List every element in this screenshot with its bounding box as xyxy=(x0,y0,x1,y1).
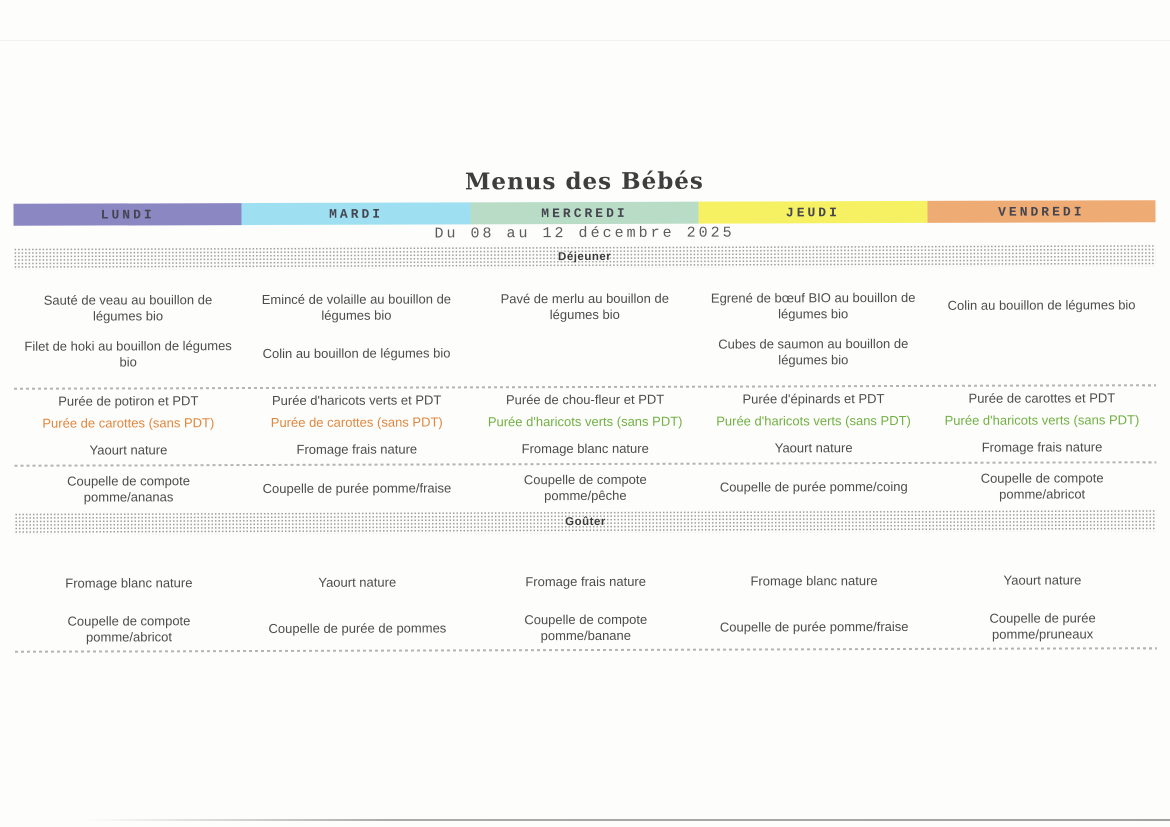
section-band-gouter: Goûter xyxy=(14,509,1157,535)
menu-item: Coupelle de purée pomme/pruneaux xyxy=(989,610,1096,642)
menu-item: Coupelle de purée pomme/fraise xyxy=(719,618,909,635)
gouter-dairy-cell-lundi: Fromage blanc nature xyxy=(15,571,243,596)
menu-item: Coupelle de compote pomme/ananas xyxy=(67,472,190,505)
mains-cell-mercredi: Pavé de merlu au bouillon de légumes bio xyxy=(471,284,700,385)
purees-cell-jeudi: Purée d'épinards et PDT Purée d'haricots… xyxy=(699,388,928,435)
menu-item: Coupelle de compote pomme/abricot xyxy=(67,612,191,645)
gouter-dessert-cell-lundi: Coupelle de compote pomme/abricot xyxy=(15,607,244,652)
dejeuner-dairy-row: Yaourt nature Fromage frais nature Froma… xyxy=(14,435,1156,463)
menu-item: Purée de chou-fleur et PDT xyxy=(505,391,665,408)
menu-item: Purée de carottes et PDT xyxy=(968,390,1116,406)
menu-item: Yaourt nature xyxy=(774,440,853,456)
gouter-dessert-cell-mercredi: Coupelle de compote pomme/banane xyxy=(472,606,701,651)
menu-item: Fromage blanc nature xyxy=(65,575,193,591)
gouter-dairy-cell-vendredi: Yaourt nature xyxy=(928,568,1156,593)
menu-item: Purée d'haricots verts et PDT xyxy=(271,392,442,408)
menu-item: Colin au bouillon de légumes bio xyxy=(262,345,451,361)
purees-cell-lundi: Purée de potiron et PDT Purée de carotte… xyxy=(14,390,243,437)
purees-cell-vendredi: Purée de carottes et PDT Purée d'haricot… xyxy=(928,387,1157,434)
gouter-dessert-cell-mardi: Coupelle de purée de pommes xyxy=(243,606,472,651)
menu-item: Coupelle de purée pomme/fraise xyxy=(262,480,452,496)
scan-artifact-line xyxy=(85,819,1170,821)
gouter-dairy-cell-mercredi: Fromage frais nature xyxy=(471,570,699,595)
dejeuner-mains-row: Sauté de veau au bouillon de légumes bio… xyxy=(14,282,1156,386)
dairy-cell-jeudi: Yaourt nature xyxy=(699,436,927,461)
page-title: Menus des Bébés xyxy=(464,167,704,196)
menu-item: Purée d'épinards et PDT xyxy=(742,390,885,407)
dairy-cell-vendredi: Fromage frais nature xyxy=(928,435,1156,460)
dessert-cell-lundi: Coupelle de compote pomme/ananas xyxy=(14,467,243,512)
gouter-dessert-row: Coupelle de compote pomme/abricot Coupel… xyxy=(15,604,1157,652)
dessert-cell-mercredi: Coupelle de compote pomme/pêche xyxy=(471,466,700,511)
menu-item: Filet de hoki au bouillon de légumes bio xyxy=(24,337,232,370)
dairy-cell-mardi: Fromage frais nature xyxy=(243,437,471,462)
section-band-dejeuner: Déjeuner xyxy=(13,244,1156,270)
menu-item: Sauté de veau au bouillon de légumes bio xyxy=(43,291,213,324)
gouter-dairy-cell-jeudi: Fromage blanc nature xyxy=(700,569,928,594)
gouter-dairy-row: Fromage blanc nature Yaourt nature Froma… xyxy=(15,568,1157,596)
menu-item: Purée de potiron et PDT xyxy=(58,393,199,409)
dejeuner-purees-row: Purée de potiron et PDT Purée de carotte… xyxy=(14,387,1156,437)
gouter-dessert-cell-vendredi: Coupelle de purée pomme/pruneaux xyxy=(928,604,1157,649)
menu-item: Yaourt nature xyxy=(318,574,397,590)
gouter-dessert-cell-jeudi: Coupelle de purée pomme/fraise xyxy=(700,605,929,650)
menu-item: Coupelle de compote pomme/pêche xyxy=(523,471,647,504)
dairy-cell-lundi: Yaourt nature xyxy=(14,438,242,463)
menu-item: Colin au bouillon de légumes bio xyxy=(947,297,1136,313)
mains-cell-mardi: Emincé de volaille au bouillon de légume… xyxy=(242,284,471,385)
menu-item-alt: Purée de carottes (sans PDT) xyxy=(42,415,215,431)
mains-cell-jeudi: Egrené de bœuf BIO au bouillon de légume… xyxy=(699,283,928,384)
menu-item: Coupelle de purée de pommes xyxy=(268,620,447,636)
day-header-jeudi: JEUDI xyxy=(698,200,928,224)
menu-item-alt: Purée d'haricots verts (sans PDT) xyxy=(944,412,1140,428)
day-header-lundi: LUNDI xyxy=(13,203,242,226)
menu-item: Emincé de volaille au bouillon de légume… xyxy=(261,291,452,323)
menu-item: Fromage frais nature xyxy=(525,573,647,590)
day-header-row: LUNDI MARDI MERCREDI JEUDI VENDREDI xyxy=(13,200,1156,226)
dessert-cell-mardi: Coupelle de purée pomme/fraise xyxy=(243,466,472,511)
dessert-cell-vendredi: Coupelle de compote pomme/abricot xyxy=(928,464,1157,509)
menu-item: Egrené de bœuf BIO au bouillon de légume… xyxy=(710,289,916,322)
scan-artifact-line xyxy=(0,40,1170,41)
purees-cell-mercredi: Purée de chou-fleur et PDT Purée d'haric… xyxy=(471,389,700,436)
dairy-cell-mercredi: Fromage blanc nature xyxy=(471,437,699,462)
menu-item: Fromage blanc nature xyxy=(750,572,878,589)
menu-item: Yaourt nature xyxy=(89,442,168,458)
purees-cell-mardi: Purée d'haricots verts et PDT Purée de c… xyxy=(242,389,471,436)
section-label-gouter: Goûter xyxy=(565,515,606,529)
day-header-mardi: MARDI xyxy=(241,202,471,226)
day-header-mercredi: MERCREDI xyxy=(470,201,699,225)
menu-item-alt: Purée d'haricots verts (sans PDT) xyxy=(716,412,911,429)
gouter-dairy-cell-mardi: Yaourt nature xyxy=(243,570,471,595)
menu-item: Coupelle de compote pomme/banane xyxy=(524,611,648,644)
menu-item: Coupelle de compote pomme/abricot xyxy=(980,470,1104,502)
menu-item: Pavé de merlu au bouillon de légumes bio xyxy=(500,290,669,323)
mains-cell-lundi: Sauté de veau au bouillon de légumes bio… xyxy=(14,285,243,386)
dessert-cell-jeudi: Coupelle de purée pomme/coing xyxy=(699,465,928,510)
menu-item: Coupelle de purée pomme/coing xyxy=(719,478,908,495)
dejeuner-dessert-row: Coupelle de compote pomme/ananas Coupell… xyxy=(14,464,1156,512)
date-range: Du 08 au 12 décembre 2025 xyxy=(434,224,735,243)
menu-item-alt: Purée de carottes (sans PDT) xyxy=(270,414,443,430)
menu-item-alt: Purée d'haricots verts (sans PDT) xyxy=(487,413,683,430)
menu-item: Fromage frais nature xyxy=(296,441,418,457)
menu-item: Fromage frais nature xyxy=(981,439,1103,455)
mains-cell-vendredi: Colin au bouillon de légumes bio xyxy=(927,282,1156,383)
menu-item: Fromage blanc nature xyxy=(521,440,649,457)
menu-item: Cubes de saumon au bouillon de légumes b… xyxy=(718,335,909,368)
section-label-dejeuner: Déjeuner xyxy=(558,250,612,264)
menu-item: Yaourt nature xyxy=(1003,572,1082,588)
day-header-vendredi: VENDREDI xyxy=(927,200,1156,223)
